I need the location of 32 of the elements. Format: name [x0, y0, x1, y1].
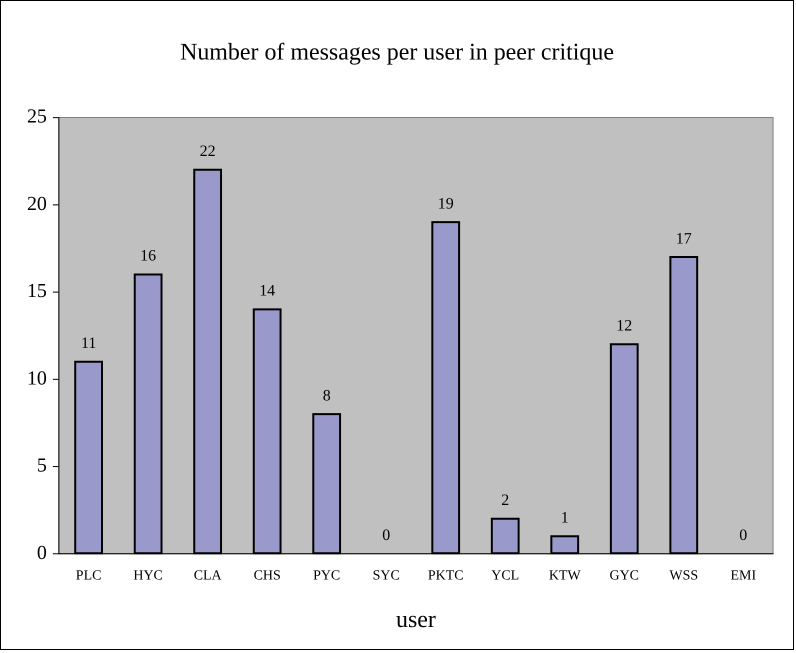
y-tick-label: 5: [36, 454, 47, 477]
y-tick-label: 15: [26, 280, 47, 302]
x-tick-label: HYC: [133, 568, 163, 584]
data-label: 19: [438, 195, 454, 212]
data-label: 12: [616, 318, 632, 335]
x-tick-label: WSS: [669, 568, 698, 584]
data-label: 16: [140, 248, 156, 265]
data-label: 17: [676, 230, 692, 248]
y-tick-label: 20: [26, 192, 47, 215]
x-tick-label: PLC: [76, 568, 102, 584]
x-tick-label: CLA: [194, 568, 222, 584]
x-tick-label: EMI: [730, 568, 756, 584]
data-label: 14: [259, 282, 276, 300]
x-tick-label: KTW: [548, 568, 582, 584]
data-label: 11: [80, 334, 96, 352]
data-label: 1: [560, 509, 569, 526]
data-label: 2: [501, 492, 510, 510]
data-label: 22: [200, 143, 216, 160]
y-tick-label: 10: [26, 367, 47, 390]
x-tick-label: CHS: [254, 568, 281, 584]
y-tick-label: 0: [36, 542, 47, 564]
x-tick-label: PYC: [313, 568, 340, 584]
x-axis-title: user: [396, 606, 436, 633]
data-label: 0: [739, 526, 748, 544]
data-label: 0: [382, 526, 390, 544]
x-tick-label: GYC: [610, 568, 639, 584]
x-tick-label: PKTC: [428, 568, 464, 584]
y-tick-label: 25: [26, 106, 47, 128]
data-label: 8: [322, 387, 331, 404]
chart-title: Number of messages per user in peer critique: [180, 40, 614, 66]
x-tick-label: SYC: [372, 568, 400, 584]
x-tick-label: YCL: [491, 568, 520, 584]
